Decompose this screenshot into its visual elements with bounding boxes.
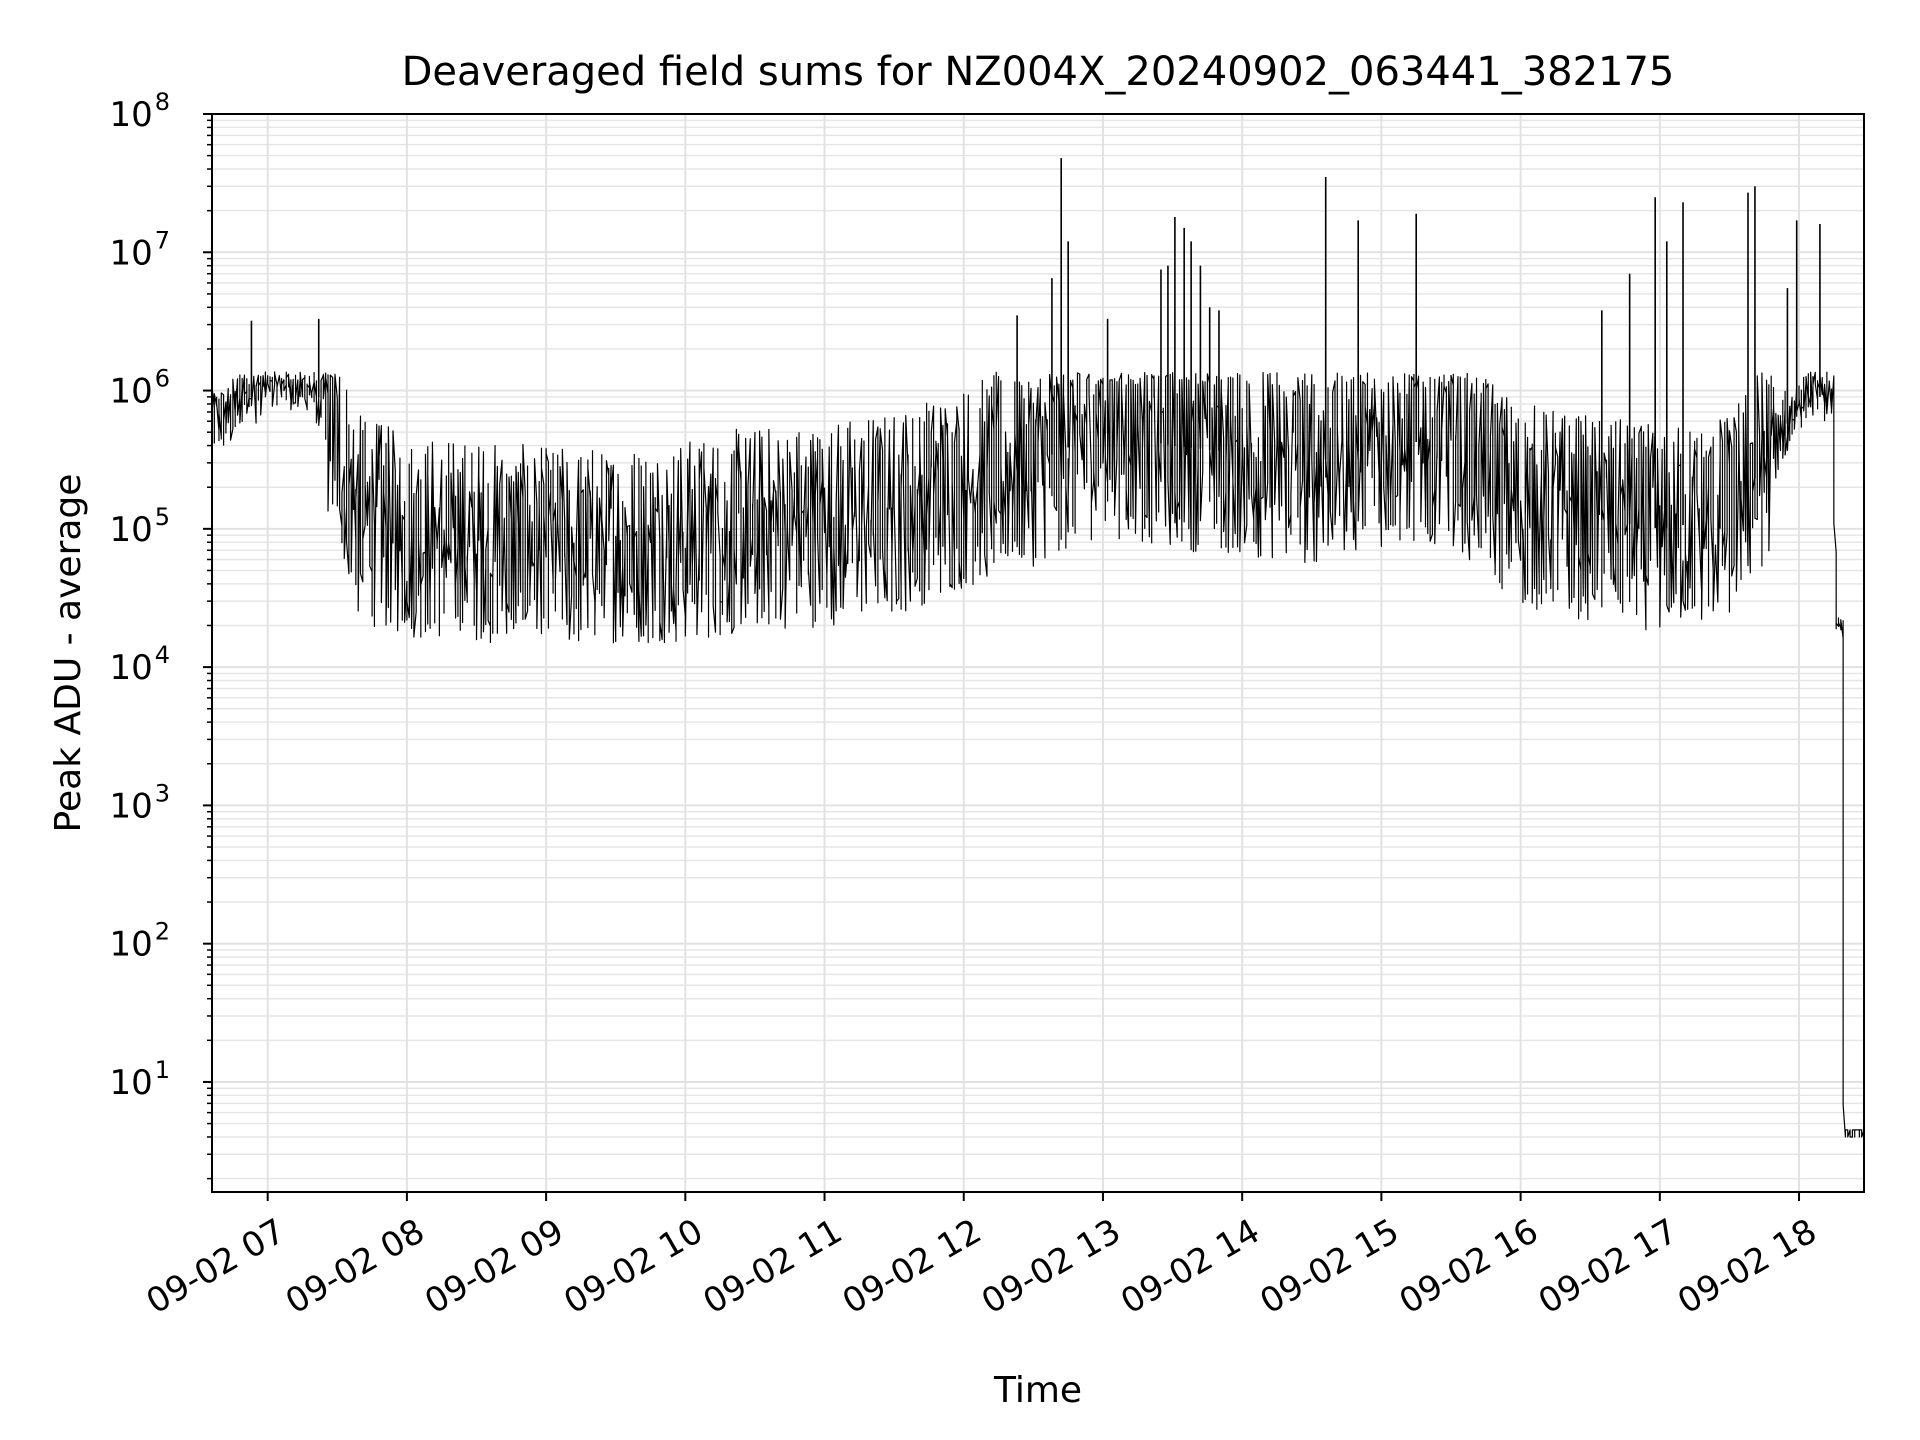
y-tick-label: 102 bbox=[109, 918, 170, 965]
chart-title: Deaveraged field sums for NZ004X_2024090… bbox=[402, 49, 1675, 95]
plot-frame bbox=[211, 113, 1865, 1193]
y-tick-label: 104 bbox=[109, 641, 170, 688]
y-tick-label: 103 bbox=[109, 779, 170, 826]
x-axis-label: Time bbox=[993, 1370, 1082, 1411]
series-group bbox=[211, 158, 1865, 1138]
series-line bbox=[211, 371, 1865, 1138]
y-axis-label: Peak ADU - average bbox=[48, 474, 89, 833]
y-tick-label: 101 bbox=[109, 1056, 170, 1103]
y-tick-label: 108 bbox=[109, 88, 170, 135]
y-tick-label: 105 bbox=[109, 503, 170, 550]
y-tick-label: 107 bbox=[109, 226, 170, 273]
y-tick-label: 106 bbox=[109, 365, 170, 412]
